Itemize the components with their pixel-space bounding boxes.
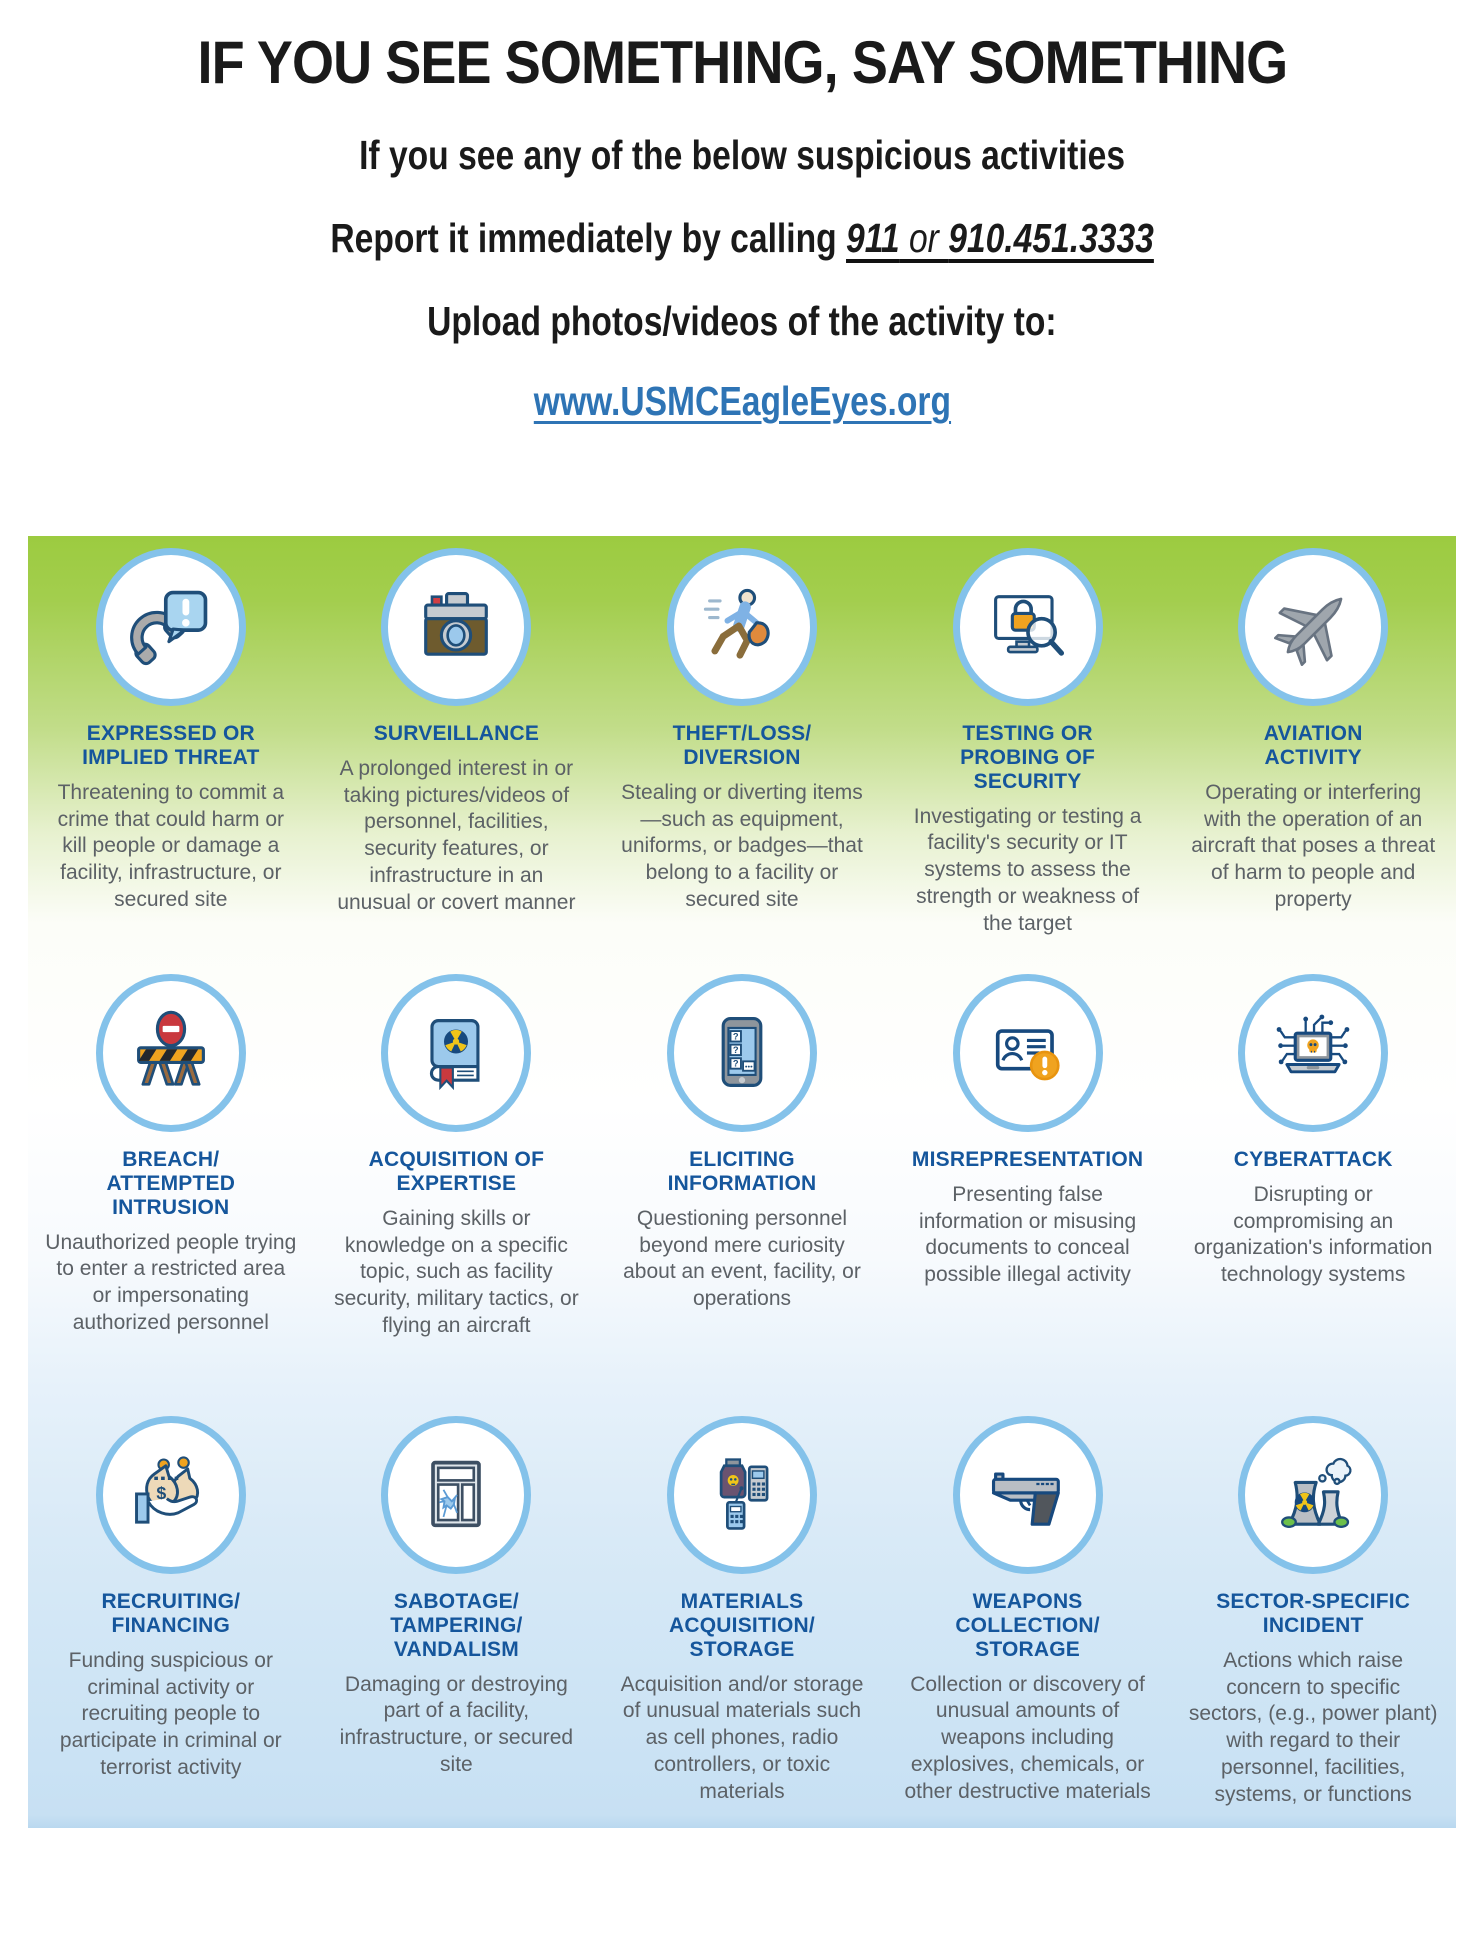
- activity-title: ELICITING INFORMATION: [667, 1147, 817, 1195]
- activities-row-2: BREACH/ ATTEMPTED INTRUSION Unauthorized…: [28, 973, 1456, 1416]
- eagle-eyes-link[interactable]: www.USMCEagleEyes.org: [533, 377, 951, 424]
- subtitle-text: If you see any of the below suspicious a…: [358, 132, 1126, 178]
- card-expressed-threat: EXPRESSED OR IMPLIED THREAT Threatening …: [28, 547, 314, 974]
- activity-title: RECRUITING/ FINANCING: [101, 1589, 241, 1637]
- activity-title: TESTING OR PROBING OF SECURITY: [960, 721, 1096, 793]
- activity-description: Disrupting or compromising an organizati…: [1193, 1182, 1433, 1287]
- running-thief-icon: [666, 547, 817, 706]
- report-prefix: Report it immediately by calling: [330, 215, 846, 262]
- nuclear-plant-icon: [1238, 1415, 1389, 1574]
- card-aviation-activity: AVIATION ACTIVITY Operating or interferi…: [1170, 547, 1456, 974]
- id-card-alert-icon: [952, 973, 1103, 1132]
- activity-description: Investigating or testing a facility's se…: [913, 804, 1142, 936]
- card-acquisition-expertise: ACQUISITION OF EXPERTISE Gaining skills …: [314, 973, 600, 1416]
- card-sabotage-vandalism: SABOTAGE/ TAMPERING/ VANDALISM Damaging …: [314, 1415, 600, 1828]
- card-testing-probing-security: TESTING OR PROBING OF SECURITY Investiga…: [885, 547, 1171, 974]
- report-or: or: [899, 215, 949, 262]
- card-cyberattack: CYBERATTACK Disrupting or compromising a…: [1170, 973, 1456, 1416]
- subtitle-line: If you see any of the below suspicious a…: [0, 131, 1484, 180]
- svg-text:$: $: [156, 1483, 166, 1503]
- card-recruiting-financing: $ RECRUITING/ FINANCING Funding suspicio…: [28, 1415, 314, 1828]
- card-misrepresentation: MISREPRESENTATION Presenting false infor…: [885, 973, 1171, 1416]
- laptop-skull-icon: [1238, 973, 1389, 1132]
- activity-title: SABOTAGE/ TAMPERING/ VANDALISM: [390, 1589, 523, 1661]
- activity-description: Collection or discovery of unusual amoun…: [904, 1672, 1151, 1804]
- activity-description: Unauthorized people trying to enter a re…: [45, 1230, 297, 1335]
- upload-line: Upload photos/videos of the activity to:: [0, 297, 1484, 346]
- card-weapons-collection: WEAPONS COLLECTION/ STORAGE Collection o…: [885, 1415, 1171, 1828]
- activity-description: Operating or interfering with the operat…: [1191, 780, 1436, 912]
- activity-description: Damaging or destroying part of a facilit…: [339, 1672, 574, 1777]
- monitor-lock-search-icon: [952, 547, 1103, 706]
- report-line: Report it immediately by calling 911 or …: [0, 214, 1484, 263]
- activity-title: MISREPRESENTATION: [911, 1147, 1144, 1171]
- activity-description: Acquisition and/or storage of unusual ma…: [620, 1672, 864, 1804]
- handgun-icon: [952, 1415, 1103, 1574]
- activity-description: A prolonged interest in or taking pictur…: [337, 756, 576, 915]
- activity-title: SECTOR-SPECIFIC INCIDENT: [1216, 1589, 1411, 1637]
- activity-description: Actions which raise concern to specific …: [1188, 1648, 1438, 1806]
- svg-text:?: ?: [733, 1044, 739, 1055]
- activity-title: THEFT/LOSS/ DIVERSION: [672, 721, 812, 769]
- activity-description: Stealing or diverting items—such as equi…: [621, 780, 863, 912]
- card-sector-specific-incident: SECTOR-SPECIFIC INCIDENT Actions which r…: [1170, 1415, 1456, 1828]
- activity-title: SURVEILLANCE: [373, 721, 540, 745]
- card-materials-acquisition: MATERIALS ACQUISITION/ STORAGE Acquisiti…: [599, 1415, 885, 1828]
- activity-title: ACQUISITION OF EXPERTISE: [368, 1147, 545, 1195]
- airplane-icon: [1238, 547, 1389, 706]
- link-line: www.USMCEagleEyes.org: [0, 377, 1484, 426]
- phone-911: 911: [845, 215, 900, 262]
- broken-window-icon: [381, 1415, 532, 1574]
- activities-row-3: $ RECRUITING/ FINANCING Funding suspicio…: [28, 1415, 1456, 1828]
- activity-description: Funding suspicious or criminal activity …: [59, 1648, 282, 1780]
- activities-panel: EXPRESSED OR IMPLIED THREAT Threatening …: [28, 535, 1456, 1828]
- card-eliciting-information: ??? ELICITING INFORMATION Questioning pe…: [599, 973, 885, 1416]
- phone-alert-icon: [95, 547, 246, 706]
- card-surveillance: SURVEILLANCE A prolonged interest in or …: [314, 547, 600, 974]
- activity-description: Questioning personnel beyond mere curios…: [623, 1206, 861, 1311]
- activities-row-1: EXPRESSED OR IMPLIED THREAT Threatening …: [28, 547, 1456, 974]
- card-theft-loss-diversion: THEFT/LOSS/ DIVERSION Stealing or divert…: [599, 547, 885, 974]
- phone-numbers: 911 or 910.451.3333: [846, 215, 1154, 261]
- activity-description: Gaining skills or knowledge on a specifi…: [334, 1206, 579, 1338]
- radiation-book-icon: [381, 973, 532, 1132]
- activity-title: WEAPONS COLLECTION/ STORAGE: [955, 1589, 1100, 1661]
- card-breach-intrusion: BREACH/ ATTEMPTED INTRUSION Unauthorized…: [28, 973, 314, 1416]
- phone-questions-icon: ???: [666, 973, 817, 1132]
- activity-title: EXPRESSED OR IMPLIED THREAT: [82, 721, 260, 769]
- activity-title: CYBERATTACK: [1233, 1147, 1393, 1171]
- activity-title: MATERIALS ACQUISITION/ STORAGE: [669, 1589, 815, 1661]
- poster-header: IF YOU SEE SOMETHING, SAY SOMETHING If y…: [0, 28, 1484, 426]
- svg-text:?: ?: [733, 1057, 739, 1068]
- roadblock-icon: [95, 973, 246, 1132]
- upload-text: Upload photos/videos of the activity to:: [427, 298, 1057, 345]
- activity-title: AVIATION ACTIVITY: [1263, 721, 1363, 769]
- activity-description: Threatening to commit a crime that could…: [57, 780, 285, 912]
- camera-icon: [381, 547, 532, 706]
- poster-title: IF YOU SEE SOMETHING, SAY SOMETHING: [0, 28, 1484, 97]
- hazard-materials-icon: [666, 1415, 817, 1574]
- poster-title-text: IF YOU SEE SOMETHING, SAY SOMETHING: [197, 29, 1288, 96]
- activity-title: BREACH/ ATTEMPTED INTRUSION: [106, 1147, 236, 1219]
- phone-local-number: 910.451.3333: [948, 215, 1154, 262]
- svg-text:?: ?: [733, 1030, 739, 1041]
- hand-money-icon: $: [95, 1415, 246, 1574]
- activity-description: Presenting false information or misusing…: [919, 1182, 1137, 1287]
